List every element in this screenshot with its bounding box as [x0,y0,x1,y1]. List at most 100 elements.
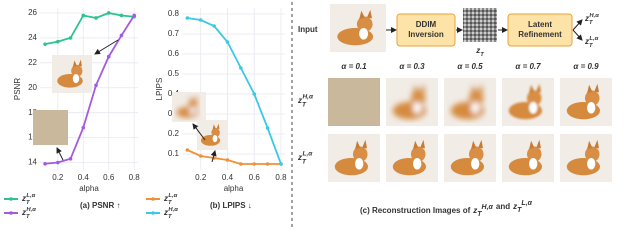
dog-head [526,146,542,162]
term-sup: H,α [589,12,599,18]
math-term: zT H,α [584,12,599,25]
dog-ears [471,83,483,94]
pipeline [386,8,583,47]
x-tick-label: 0.8 [129,173,141,182]
term-base: z [584,37,589,46]
dog-image [172,92,206,122]
step-line: Latent [528,20,552,29]
legend-dot [151,197,155,201]
y-tick-label: 0.8 [168,9,180,18]
x-tick-label: 0.2 [195,173,207,182]
x-tick-label: 0.4 [222,173,234,182]
dog-chest [212,135,218,143]
term-sub: T [477,211,482,218]
dog-chest [189,107,196,115]
y-axis-label: LPIPS [155,78,164,101]
dog [392,83,427,120]
point [225,40,230,44]
term-sup: H,α [302,93,314,100]
term-base: z [21,208,26,217]
term-sub: T [517,207,522,214]
alpha-label: α = 0.9 [573,62,599,71]
math-term: zT L,α [584,35,599,48]
point [198,154,203,158]
inset-arrow [94,39,119,55]
point [185,148,190,152]
dog-head [410,146,426,162]
term-base: z [163,194,168,203]
point [198,18,203,22]
term-sup: H,α [482,204,494,211]
input-label: Input [298,25,318,34]
dog-image [444,78,496,126]
math-term: zTH,α [297,93,314,108]
x-axis-label: alpha [224,184,244,193]
math-term: zT L,α [21,192,36,205]
step-box [507,13,573,47]
point [68,36,73,40]
term-sub: T [302,101,307,108]
dog-head [188,99,198,110]
dog-ears [587,83,599,94]
x-tick-label: 0.6 [103,173,115,182]
alpha-label: α = 0.5 [457,62,483,71]
noise-image [463,8,497,42]
dog [450,139,485,176]
dog-ears [359,9,372,20]
point [119,33,124,38]
term-sub: T [589,43,593,49]
dog [508,83,543,120]
y-tick-label: 18 [28,108,37,117]
dog-ears [529,83,541,94]
point [68,156,73,161]
dog-image [52,55,92,93]
legend-dot [151,211,155,215]
y-tick-label: 20 [28,83,37,92]
alpha-label: α = 0.1 [341,62,367,71]
term-sub: T [589,20,593,26]
legend-dot [9,211,13,215]
dog-head [526,90,542,106]
x-tick-label: 0.6 [249,173,261,182]
image-bg [33,110,68,145]
math-term: zTH,α [163,206,178,219]
math-term: zT [475,46,484,58]
dog [334,139,369,176]
dog-chest [529,158,538,170]
dog-image [560,134,612,182]
term-sup: L,α [521,200,532,207]
dog-image [502,134,554,182]
series-line [45,14,135,165]
dog [200,123,221,146]
dog [392,139,427,176]
term-sup: L,α [302,150,313,157]
dog-chest [471,102,480,114]
point [132,13,136,18]
point [43,161,47,166]
dog-chest [471,158,480,170]
dog-chest [529,102,538,114]
y-axis-label: PSNR [13,78,22,100]
term-sup: L,α [168,192,177,198]
inset-arrow [210,150,217,163]
y-tick-label: 0.1 [168,149,180,158]
term-sup: L,α [26,192,35,198]
term-sub: T [26,214,30,220]
term-base: z [584,14,589,23]
dog-head [71,64,83,78]
dog [57,59,83,88]
x-tick-label: 0.8 [275,173,287,182]
point [81,125,86,130]
term-sub: T [480,52,484,58]
step-label: Latent Refinement [518,20,562,39]
dog-image [444,134,496,182]
dog-head [468,146,484,162]
dog-ears [471,139,483,150]
alpha-label: α = 0.7 [515,62,541,71]
point [265,126,270,130]
dog-image [328,78,380,126]
dog-ears [587,139,599,150]
term-base: z [512,202,517,211]
dog-image [502,78,554,126]
